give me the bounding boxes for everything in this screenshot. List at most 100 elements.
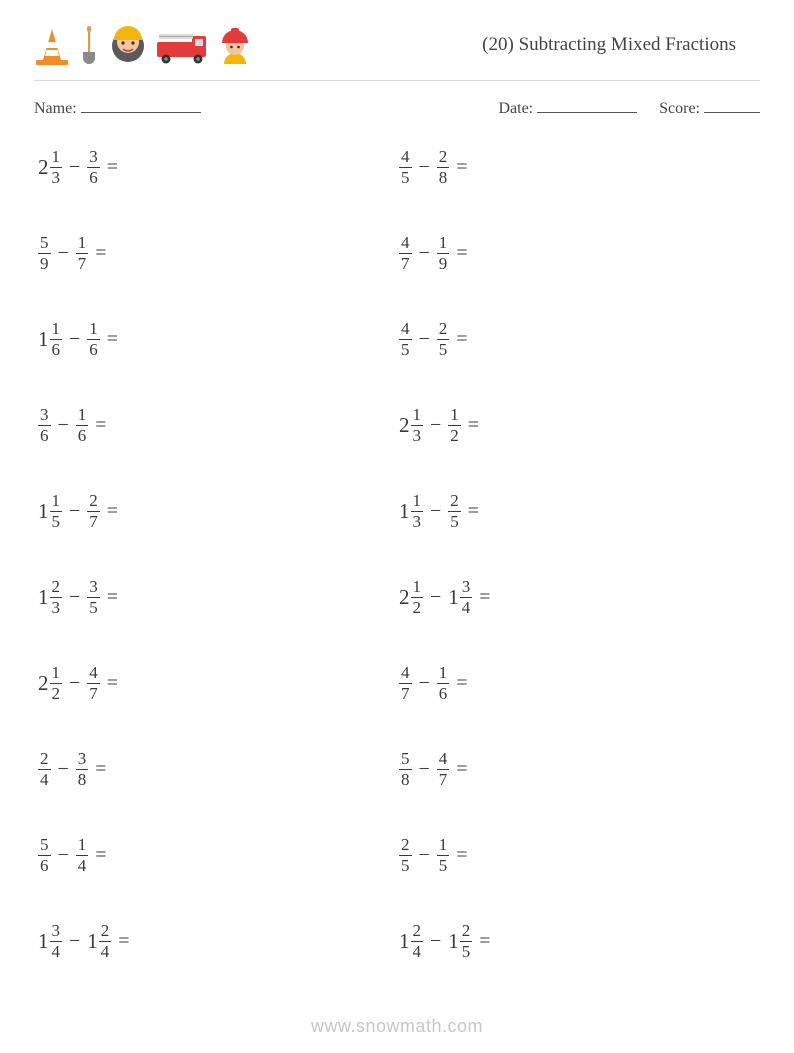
problem: 213−12= (399, 402, 760, 448)
numerator: 5 (38, 836, 51, 855)
score-blank[interactable] (704, 99, 760, 113)
denominator: 5 (448, 511, 461, 531)
whole-number: 1 (87, 931, 98, 952)
denominator: 4 (411, 941, 424, 961)
denominator: 7 (437, 769, 450, 789)
denominator: 5 (460, 941, 473, 961)
footer-watermark: www.snowmath.com (0, 1016, 794, 1037)
minus-operator: − (419, 759, 430, 779)
minus-operator: − (419, 673, 430, 693)
problem: 212−47= (38, 660, 399, 706)
fraction: 47 (437, 750, 450, 789)
denominator: 5 (399, 855, 412, 875)
denominator: 7 (87, 511, 100, 531)
name-field: Name: (34, 99, 201, 118)
fraction: 25 (448, 492, 461, 531)
whole-number: 1 (448, 587, 459, 608)
denominator: 9 (38, 253, 51, 273)
numerator: 5 (38, 234, 51, 253)
problems-column-left: 213−36=59−17=116−16=36−16=115−27=123−35=… (38, 144, 399, 964)
numerator: 2 (437, 320, 450, 339)
denominator: 8 (399, 769, 412, 789)
numerator: 5 (399, 750, 412, 769)
worksheet-page: (20) Subtracting Mixed Fractions Name: D… (0, 0, 794, 964)
numerator: 1 (50, 492, 63, 511)
problem: 45−28= (399, 144, 760, 190)
problem: 47−16= (399, 660, 760, 706)
denominator: 5 (437, 855, 450, 875)
minus-operator: − (69, 157, 80, 177)
fraction: 25 (460, 922, 473, 961)
fraction: 28 (437, 148, 450, 187)
problem: 116−16= (38, 316, 399, 362)
minus-operator: − (58, 845, 69, 865)
fraction: 36 (87, 148, 100, 187)
denominator: 4 (76, 855, 89, 875)
fire-truck-icon (154, 28, 210, 66)
minus-operator: − (419, 845, 430, 865)
denominator: 6 (87, 167, 100, 187)
fraction: 58 (399, 750, 412, 789)
whole-number: 2 (399, 587, 410, 608)
denominator: 2 (50, 683, 63, 703)
whole-number: 1 (38, 931, 49, 952)
fraction: 14 (76, 836, 89, 875)
problem: 58−47= (399, 746, 760, 792)
denominator: 2 (448, 425, 461, 445)
problems-column-right: 45−28=47−19=45−25=213−12=113−25=212−134=… (399, 144, 760, 964)
numerator: 1 (50, 664, 63, 683)
fraction: 24 (38, 750, 51, 789)
equals-sign: = (456, 157, 467, 177)
info-row: Name: Date: Score: (34, 99, 760, 118)
equals-sign: = (456, 845, 467, 865)
problem: 36−16= (38, 402, 399, 448)
equals-sign: = (479, 587, 490, 607)
numerator: 2 (50, 578, 63, 597)
denominator: 6 (87, 339, 100, 359)
fraction: 38 (76, 750, 89, 789)
fraction: 17 (76, 234, 89, 273)
denominator: 9 (437, 253, 450, 273)
denominator: 5 (399, 339, 412, 359)
equals-sign: = (468, 501, 479, 521)
fraction: 24 (411, 922, 424, 961)
minus-operator: − (419, 157, 430, 177)
numerator: 2 (411, 922, 424, 941)
problem: 212−134= (399, 574, 760, 620)
equals-sign: = (456, 329, 467, 349)
denominator: 5 (87, 597, 100, 617)
numerator: 2 (38, 750, 51, 769)
numerator: 1 (437, 234, 450, 253)
problem: 56−14= (38, 832, 399, 878)
whole-number: 1 (448, 931, 459, 952)
minus-operator: − (58, 415, 69, 435)
fraction: 16 (87, 320, 100, 359)
fraction: 47 (87, 664, 100, 703)
numerator: 4 (87, 664, 100, 683)
problem: 123−35= (38, 574, 399, 620)
minus-operator: − (430, 501, 441, 521)
minus-operator: − (69, 329, 80, 349)
numerator: 4 (437, 750, 450, 769)
date-blank[interactable] (537, 99, 637, 113)
numerator: 3 (50, 922, 63, 941)
numerator: 1 (411, 578, 424, 597)
denominator: 3 (50, 597, 63, 617)
problem: 115−27= (38, 488, 399, 534)
equals-sign: = (456, 673, 467, 693)
fraction: 27 (87, 492, 100, 531)
denominator: 7 (76, 253, 89, 273)
fraction: 34 (50, 922, 63, 961)
minus-operator: − (430, 931, 441, 951)
whole-number: 1 (38, 501, 49, 522)
name-blank[interactable] (81, 99, 201, 113)
shovel-icon (76, 24, 102, 66)
denominator: 2 (411, 597, 424, 617)
minus-operator: − (58, 759, 69, 779)
fraction: 13 (411, 492, 424, 531)
numerator: 2 (448, 492, 461, 511)
whole-number: 2 (399, 415, 410, 436)
fraction: 19 (437, 234, 450, 273)
score-field: Score: (659, 99, 760, 118)
denominator: 6 (437, 683, 450, 703)
